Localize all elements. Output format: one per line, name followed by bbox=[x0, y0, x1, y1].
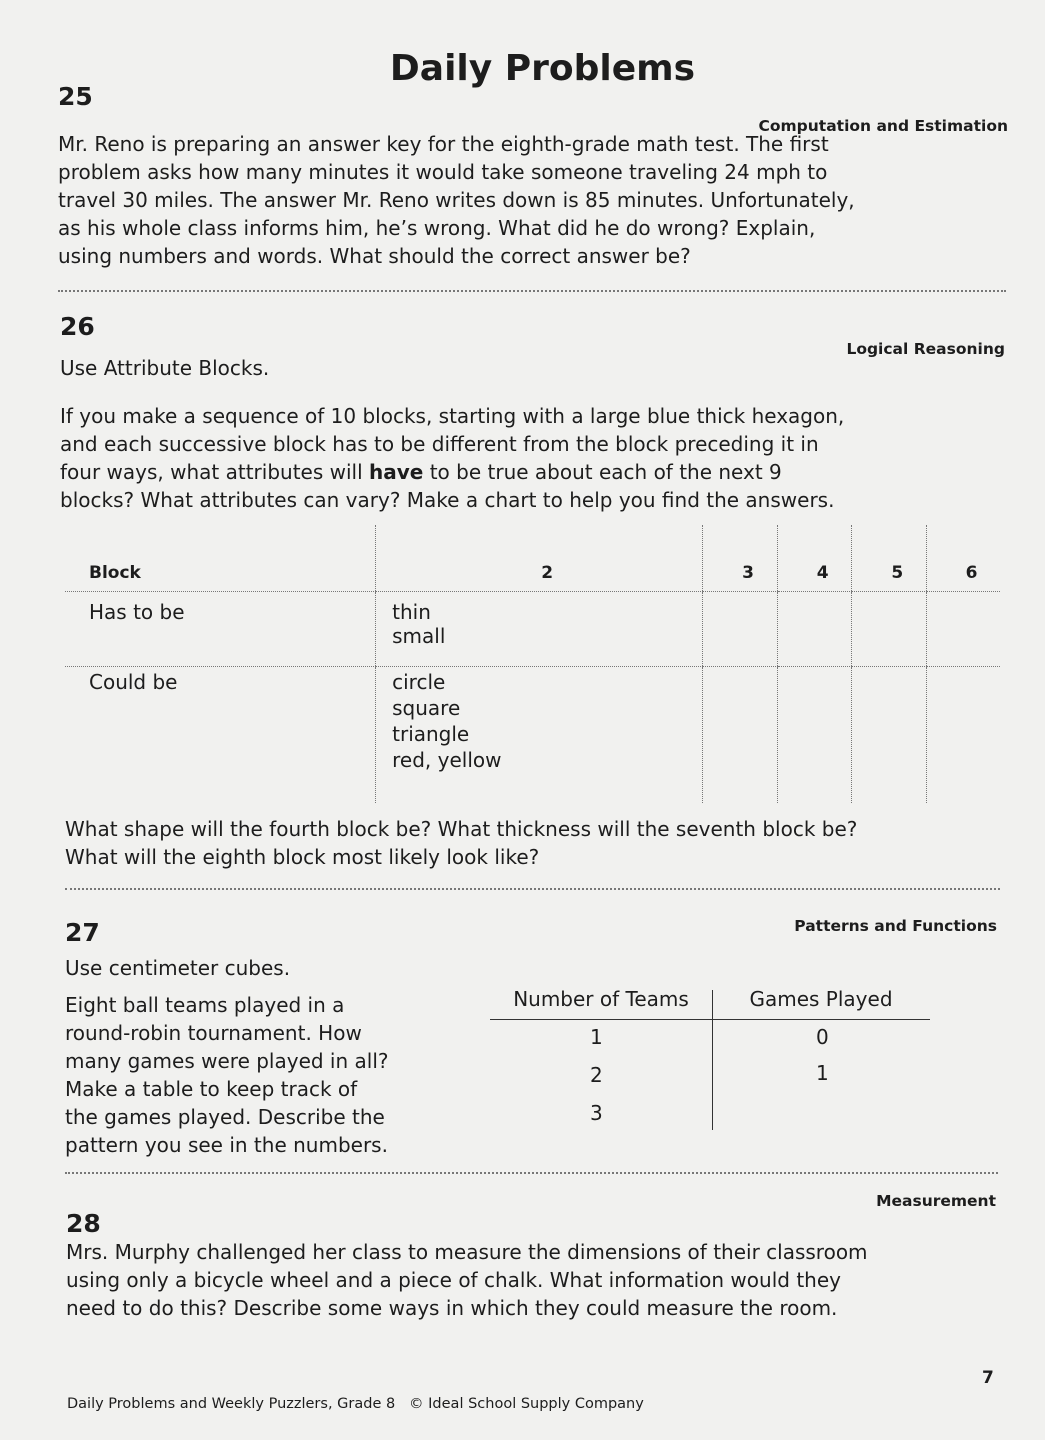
header-cell: 5 bbox=[851, 525, 927, 592]
table-cell bbox=[926, 666, 1000, 803]
cell-value: square bbox=[392, 696, 461, 720]
text-line: need to do this? Describe some ways in w… bbox=[66, 1296, 838, 1320]
table-row: Has to be thin small bbox=[65, 591, 1000, 667]
problem-category: Computation and Estimation bbox=[758, 117, 1008, 135]
problem-text: If you make a sequence of 10 blocks, sta… bbox=[60, 402, 844, 514]
table-cell bbox=[851, 666, 927, 803]
text-line: Mr. Reno is preparing an answer key for … bbox=[58, 132, 829, 156]
text-line: Mrs. Murphy challenged her class to meas… bbox=[66, 1240, 868, 1264]
text-line: as his whole class informs him, he’s wro… bbox=[58, 216, 816, 240]
text-span: four ways, what attributes will bbox=[60, 460, 370, 484]
cell-value: triangle bbox=[392, 722, 470, 746]
row-label: Has to be bbox=[65, 591, 376, 667]
problem-questions: What shape will the fourth block be? Wha… bbox=[65, 815, 857, 871]
problem-number: 26 bbox=[60, 312, 95, 341]
problem-number: 25 bbox=[58, 82, 93, 111]
problem-intro: Use centimeter cubes. bbox=[65, 956, 291, 980]
table-cell bbox=[702, 666, 778, 803]
table-rule bbox=[490, 1019, 930, 1020]
table-cell bbox=[851, 591, 927, 667]
page-number: 7 bbox=[982, 1368, 994, 1388]
divider bbox=[65, 888, 1000, 890]
text-line: blocks? What attributes can vary? Make a… bbox=[60, 488, 835, 512]
problem-category: Patterns and Functions bbox=[794, 917, 997, 935]
row-label: Could be bbox=[89, 670, 178, 694]
text-line: What shape will the fourth block be? Wha… bbox=[65, 817, 858, 841]
header-cell: Number of Teams bbox=[513, 987, 689, 1011]
cell-value: red, yellow bbox=[392, 748, 502, 772]
emphasis: have bbox=[369, 460, 424, 484]
header-cell: 4 bbox=[776, 525, 852, 592]
text-line: round-robin tournament. How bbox=[65, 1021, 362, 1045]
table-cell bbox=[776, 591, 852, 667]
footer-title: Daily Problems and Weekly Puzzlers, Grad… bbox=[67, 1396, 396, 1412]
header-cell: Games Played bbox=[749, 987, 893, 1011]
text-line: Eight ball teams played in a bbox=[65, 993, 345, 1017]
teams-value: 3 bbox=[590, 1101, 603, 1125]
table-cell: thin small bbox=[375, 591, 703, 667]
header-cell: Block bbox=[65, 525, 376, 592]
divider bbox=[65, 1172, 998, 1174]
header-cell: 2 bbox=[375, 525, 703, 592]
text-line: using only a bicycle wheel and a piece o… bbox=[66, 1268, 841, 1292]
table-cell bbox=[776, 666, 852, 803]
table-cell bbox=[702, 591, 778, 667]
footer-copyright: © Ideal School Supply Company bbox=[409, 1396, 644, 1412]
text-line: using numbers and words. What should the… bbox=[58, 244, 691, 268]
problem-text: Mrs. Murphy challenged her class to meas… bbox=[66, 1238, 868, 1322]
problem-text: Eight ball teams played in a round-robin… bbox=[65, 991, 389, 1159]
table-row: Could be circle square triangle red, yellow bbox=[65, 666, 1000, 803]
problem-category: Logical Reasoning bbox=[846, 340, 1005, 358]
teams-value: 2 bbox=[590, 1063, 603, 1087]
header-cell: 3 bbox=[702, 525, 778, 592]
table-rule bbox=[712, 990, 713, 1130]
games-value: 1 bbox=[816, 1061, 829, 1085]
header-cell: 6 bbox=[926, 525, 1000, 592]
teams-games-table: Number of Teams Games Played 1 2 3 0 1 bbox=[490, 985, 930, 1130]
text-line: problem asks how many minutes it would t… bbox=[58, 160, 828, 184]
text-line: What will the eighth block most likely l… bbox=[65, 845, 540, 869]
problem-intro: Use Attribute Blocks. bbox=[60, 356, 270, 380]
problem-number: 28 bbox=[66, 1209, 101, 1238]
footer: Daily Problems and Weekly Puzzlers, Grad… bbox=[67, 1396, 644, 1412]
cell-value: thin bbox=[392, 600, 431, 624]
text-line: Make a table to keep track of bbox=[65, 1077, 358, 1101]
text-line: many games were played in all? bbox=[65, 1049, 389, 1073]
text-line: If you make a sequence of 10 blocks, sta… bbox=[60, 404, 845, 428]
problem-text: Mr. Reno is preparing an answer key for … bbox=[58, 130, 855, 270]
problem-category: Measurement bbox=[876, 1192, 996, 1210]
page-title: Daily Problems bbox=[389, 48, 696, 89]
table-cell bbox=[926, 591, 1000, 667]
cell-value: small bbox=[392, 624, 446, 648]
text-span: to be true about each of the next 9 bbox=[423, 460, 782, 484]
table-header-row: Block 2 3 4 5 6 bbox=[65, 525, 1000, 592]
text-line: and each successive block has to be diff… bbox=[60, 432, 819, 456]
cell-value: circle bbox=[392, 670, 446, 694]
table-cell: circle square triangle red, yellow bbox=[375, 666, 703, 803]
text-line: travel 30 miles. The answer Mr. Reno wri… bbox=[58, 188, 855, 212]
text-line: four ways, what attributes will have to … bbox=[60, 458, 844, 486]
divider bbox=[58, 290, 1006, 292]
problem-number: 27 bbox=[65, 918, 100, 947]
teams-value: 1 bbox=[590, 1025, 603, 1049]
attribute-table: Block 2 3 4 5 6 Has to be thin small Coul… bbox=[65, 525, 1000, 803]
text-line: the games played. Describe the bbox=[65, 1105, 385, 1129]
games-value: 0 bbox=[816, 1025, 829, 1049]
text-line: pattern you see in the numbers. bbox=[65, 1133, 388, 1157]
